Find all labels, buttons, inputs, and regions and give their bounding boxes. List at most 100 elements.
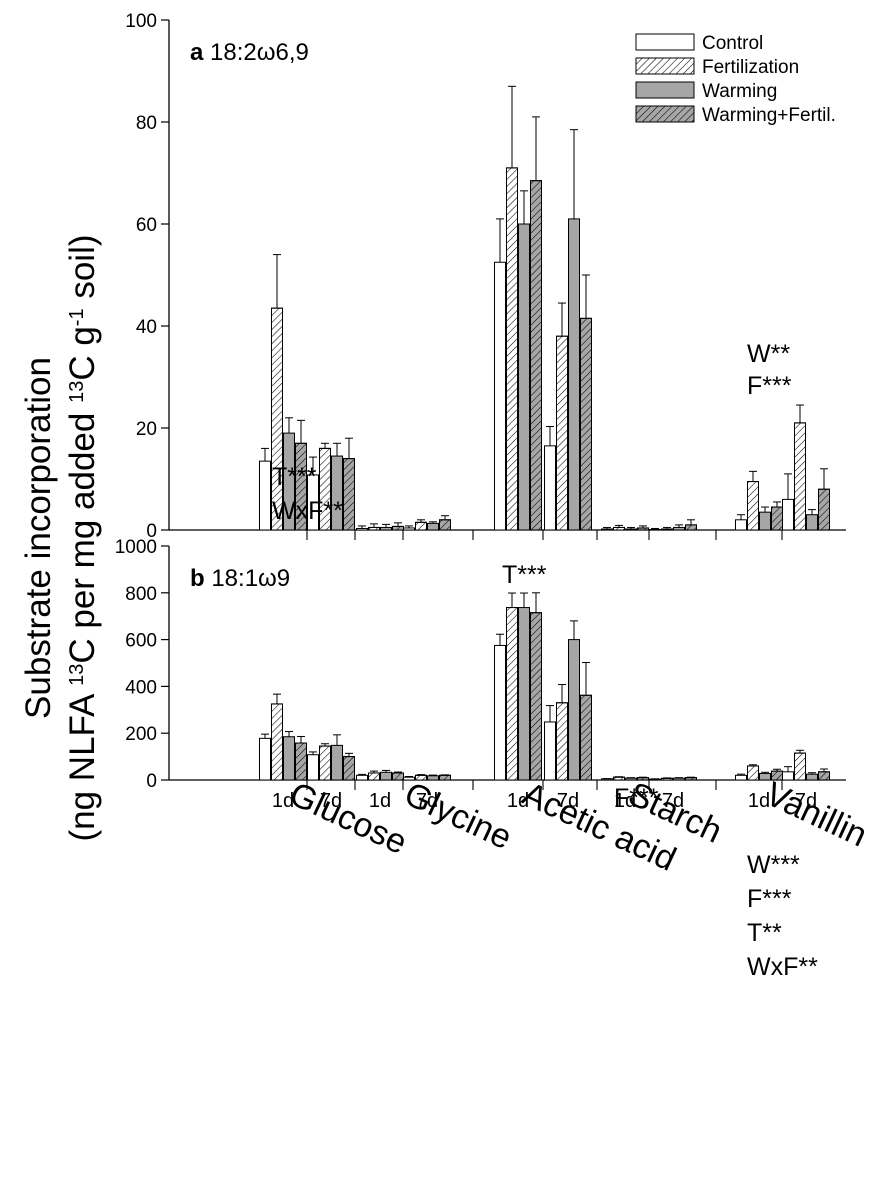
bar-hatch [818,771,830,781]
bar-hatch [530,612,542,781]
bar [380,771,392,781]
bar-hatch [794,422,806,531]
bar [568,218,580,531]
x-time-label: 7d [416,790,438,812]
x-time-label: 1d [272,790,294,812]
panel-a: 0 20 40 60 80 100 a 18:2ω6,9 W** F*** [125,11,846,542]
y-tick-label: 200 [125,724,157,745]
x-time-label: 7d [320,790,342,812]
panel-b: 0 200 400 600 800 1000 b 18:1ω9 T*** WxF** T*** F*… [115,463,846,981]
bar-hatch [415,521,427,531]
bar-hatch [613,526,625,531]
x-time-label: 1d [614,790,636,812]
x-category-label: Glycine [399,775,518,857]
bar-hatch [392,525,404,531]
y-axis-label-line2: (ng NLFA 13C per mg added 13C g-1 soil) [63,234,102,841]
bar-hatch [368,772,380,781]
significance-label: F*** [747,372,792,400]
x-time-label: 1d [507,790,529,812]
bar-hatch [613,776,625,781]
bar-hatch [685,777,697,781]
bar [806,773,818,781]
y-axis-label-line1: Substrate incorporation [19,357,58,719]
y-tick-label: 600 [125,631,157,652]
bar-hatch [580,317,592,531]
legend-swatch-hatch [635,105,695,123]
bar [331,744,343,781]
bar-hatch [580,694,592,781]
y-tick-label: 800 [125,584,157,605]
bar [806,514,818,531]
y-tick-label: 20 [136,419,157,440]
bar [735,774,747,781]
panel-fatty-acid: 18:2ω6,9 [210,39,309,66]
legend-label: Fertilization [702,57,799,78]
y-tick-label: 400 [125,677,157,698]
y-label-sup-1: 13 [66,664,88,686]
bar-hatch [530,180,542,531]
bar [427,775,439,781]
x-time-label: 1d [369,790,391,812]
bar-hatch [439,774,451,781]
bar-hatch [343,756,355,781]
y-label-part-3: C g [63,326,102,380]
y-tick-label: 100 [125,11,157,32]
bar [568,639,580,781]
significance-label: T*** [502,561,547,589]
bar [380,526,392,531]
bar-hatch [343,458,355,531]
y-label-part-2: C per mg added [63,403,102,664]
panel-letter: a [190,39,210,66]
x-category-label: Glucose [284,775,413,862]
bar-hatch [685,524,697,531]
bar [759,511,771,531]
bar-hatch [771,506,783,531]
bar-hatch [271,703,283,781]
bar-hatch [319,745,331,781]
y-label-sup-3: -1 [66,308,88,326]
x-category-label: Vanillin [760,775,873,855]
legend-label: Warming+Fertil. [702,105,836,126]
bar-hatch [661,777,673,781]
bar [601,528,613,531]
legend-label: Control [702,33,763,54]
significance-label: T** [747,919,782,947]
bar [759,772,771,781]
x-time-label: 7d [795,790,817,812]
panel-title: b 18:1ω9 [190,565,290,592]
panel-letter: b [190,565,211,592]
y-tick-label: 80 [136,113,157,134]
bar-hatch [794,752,806,781]
bar-hatch [637,527,649,531]
significance-label: W*** [747,851,800,879]
bar-hatch [747,481,759,531]
significance-label: W** [747,340,790,368]
y-label-part-4: soil) [63,234,102,308]
bar-hatch [506,607,518,781]
bar [735,519,747,531]
panel-fatty-acid: 18:1ω9 [211,565,290,592]
bar [307,754,319,781]
y-tick-label: 0 [146,521,157,542]
legend-swatch-hatch [635,57,695,75]
significance-label: WxF** [747,953,818,981]
bar-hatch [392,772,404,781]
y-tick-label: 40 [136,317,157,338]
y-label-sup-2: 13 [66,381,88,403]
legend-swatch [635,33,695,51]
bar [518,223,530,531]
y-tick-label: 1000 [115,537,157,558]
bar-hatch [506,167,518,531]
bar [673,777,685,781]
bar [673,526,685,531]
bar [259,737,271,781]
bar [403,527,415,531]
bar [494,644,506,781]
bar [518,607,530,781]
x-time-label: 7d [557,790,579,812]
bar-hatch [368,526,380,531]
x-time-label: 1d [748,790,770,812]
bar-hatch [747,765,759,781]
legend-label: Warming [702,81,777,102]
legend-swatch [635,81,695,99]
